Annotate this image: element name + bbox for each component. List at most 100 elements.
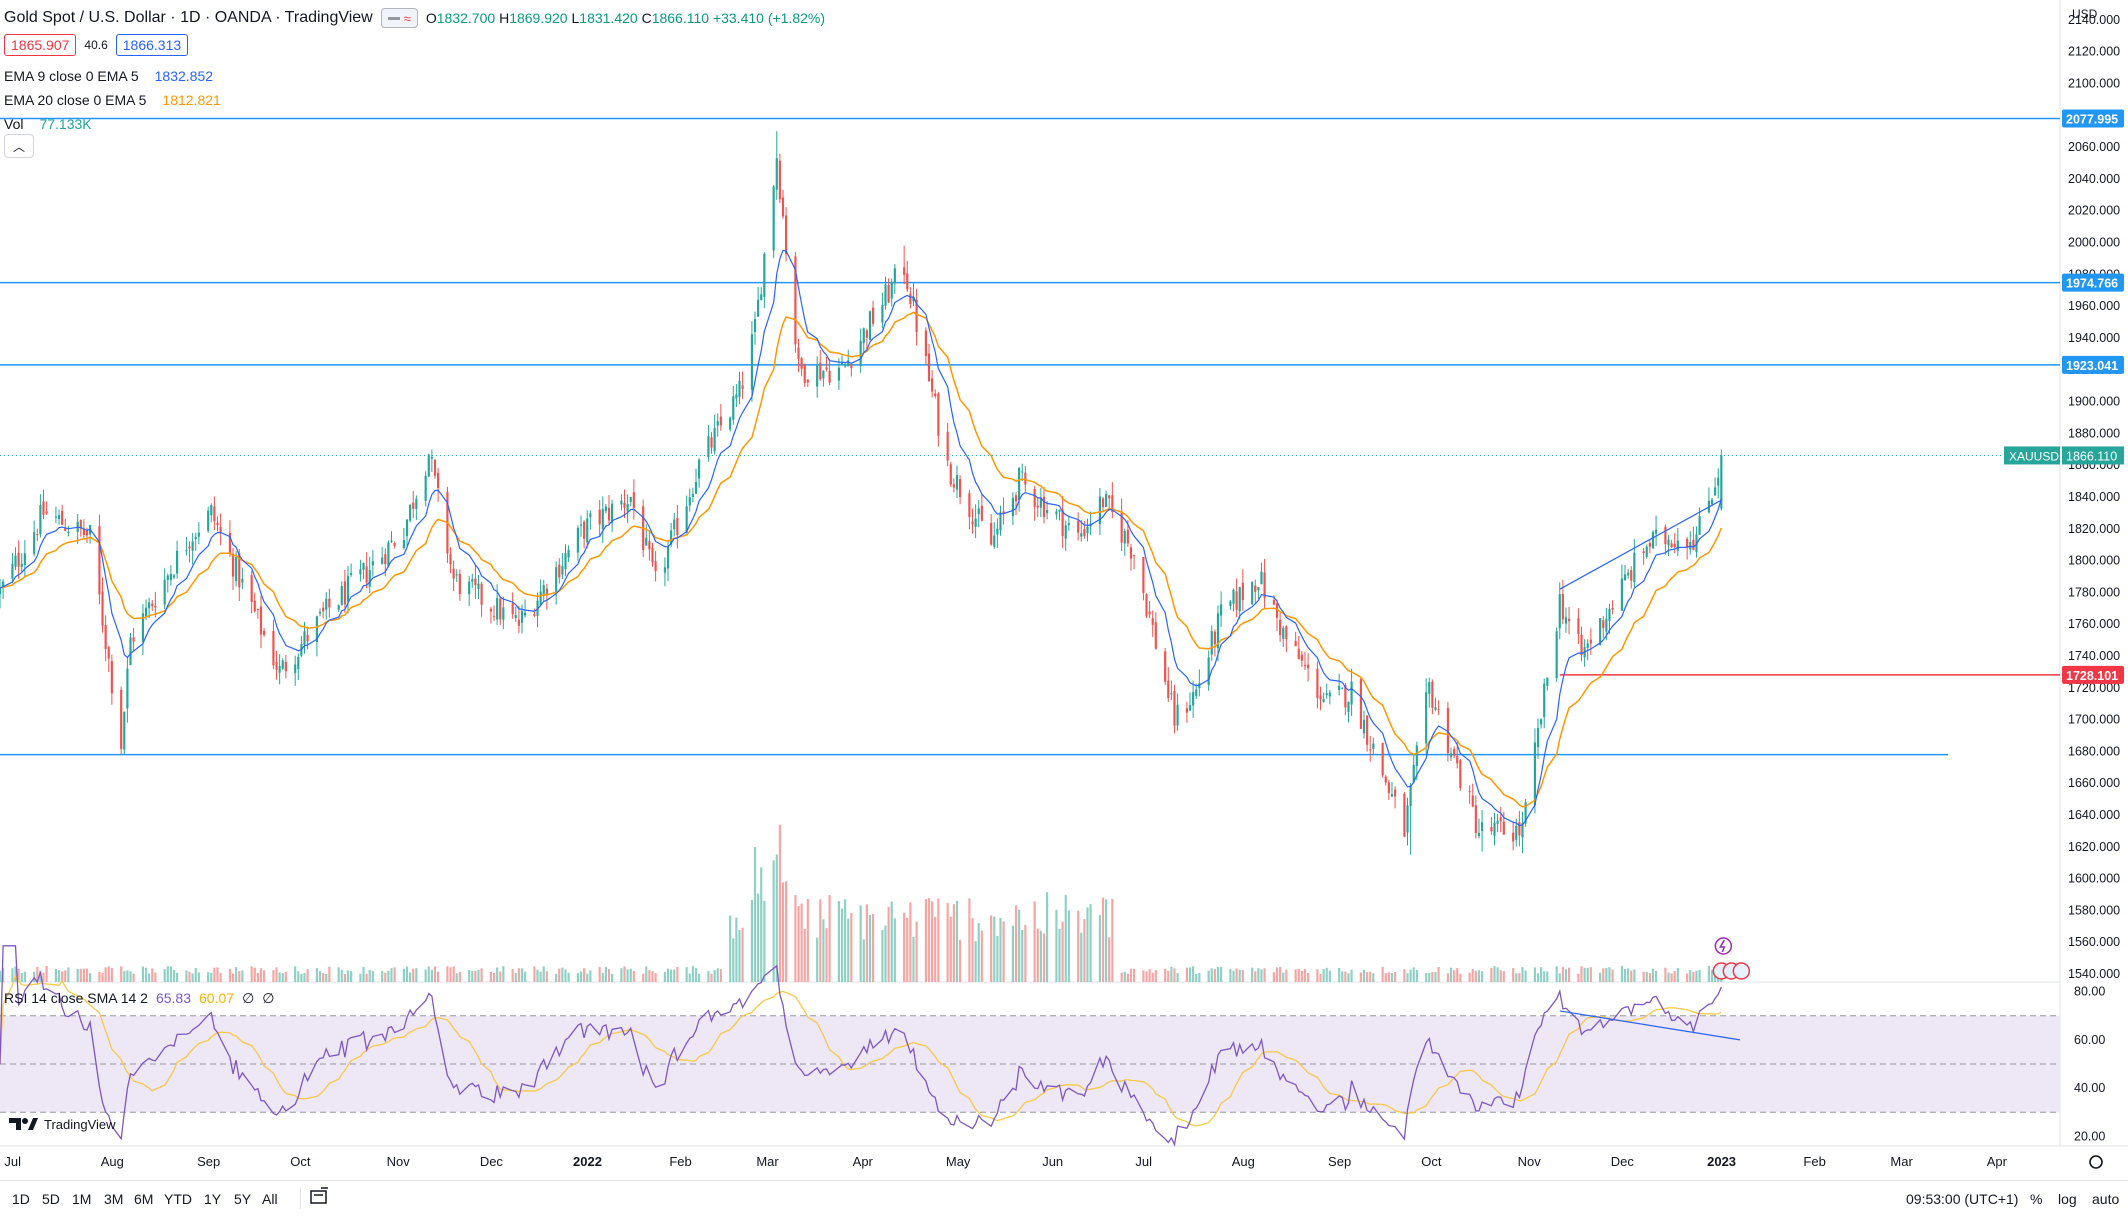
volume-bar <box>1645 971 1648 982</box>
volume-bar <box>346 970 350 982</box>
volume-bar <box>1164 968 1167 982</box>
volume-bar <box>977 923 980 982</box>
volume-bar <box>381 971 384 982</box>
volume-bar <box>968 898 971 982</box>
volume-bar <box>676 966 679 982</box>
ema9-legend[interactable]: EMA 9 close 0 EMA 5 1832.852 <box>4 68 213 84</box>
volume-bar <box>1490 967 1493 982</box>
volume-bar <box>1185 967 1188 982</box>
time-axis-label: Oct <box>290 1154 311 1169</box>
collapse-legend-button[interactable]: ︿ <box>4 134 34 158</box>
volume-bar <box>760 867 763 982</box>
timeframe-all[interactable]: All <box>262 1191 278 1207</box>
volume-bar <box>1251 967 1254 982</box>
candle-body <box>915 299 918 332</box>
tradingview-logo[interactable]: TradingView <box>8 1116 116 1132</box>
candle-body <box>213 506 216 522</box>
candle-body <box>1521 823 1524 838</box>
symbol-title[interactable]: Gold Spot / U.S. Dollar · 1D · OANDA · T… <box>4 9 373 26</box>
candle-body <box>1176 704 1179 726</box>
volume-bar <box>1126 973 1129 982</box>
candle-body <box>20 563 23 567</box>
candle-body <box>993 535 996 547</box>
candle-body <box>381 557 384 564</box>
timeframe-1y[interactable]: 1Y <box>204 1191 222 1207</box>
rsi-legend[interactable]: RSI 14 close SMA 14 2 65.83 60.07 ∅ ∅ <box>4 990 274 1007</box>
timeframe-5y[interactable]: 5Y <box>234 1191 252 1207</box>
candle-body <box>33 532 36 554</box>
volume-bar <box>430 969 433 982</box>
candle-body <box>1369 749 1372 751</box>
candle-body <box>1036 505 1039 508</box>
candle-body <box>207 510 210 531</box>
volume-bar <box>1431 972 1434 982</box>
volume-bar <box>166 966 169 982</box>
candle-body <box>1064 525 1067 539</box>
volume-bar <box>710 973 713 982</box>
volume-bar <box>474 970 477 982</box>
sell-price-button[interactable]: 1865.907 <box>4 34 77 56</box>
volume-bar <box>1387 972 1390 982</box>
volume-bar <box>259 968 263 982</box>
timeframe-ytd[interactable]: YTD <box>164 1191 192 1207</box>
candle-body <box>1275 603 1279 618</box>
visibility-toggle[interactable]: ≈ <box>380 8 418 28</box>
candle-body <box>1651 531 1655 549</box>
volume-bar <box>402 968 406 982</box>
ema20-legend[interactable]: EMA 20 close 0 EMA 5 1812.821 <box>4 92 221 108</box>
ema9-value: 1832.852 <box>154 68 214 84</box>
candle-body <box>844 363 847 367</box>
clock-timezone[interactable]: 09:53:00 (UTC+1) <box>1906 1191 2019 1207</box>
candle-body <box>698 459 701 479</box>
volume-bar <box>1021 929 1024 982</box>
candle-body <box>775 158 778 190</box>
volume-bar <box>698 973 701 982</box>
volume-bar <box>716 968 719 982</box>
candle-body <box>1676 540 1679 551</box>
candle-body <box>1279 620 1282 636</box>
volume-bar <box>707 971 710 982</box>
price-chart-svg[interactable]: USD2140.0002120.0002100.0002080.0002060.… <box>0 0 2128 1180</box>
candle-body <box>1428 682 1431 694</box>
candle-body <box>371 561 374 566</box>
timeframe-5d[interactable]: 5D <box>42 1191 60 1207</box>
low-value: 1831.420 <box>579 10 638 26</box>
volume-bar <box>729 915 732 982</box>
volume-bar <box>1338 967 1341 982</box>
volume-bar <box>1210 968 1213 982</box>
date-range-button[interactable] <box>300 1187 329 1209</box>
volume-bar <box>1167 970 1170 982</box>
timeframe-1m[interactable]: 1M <box>72 1191 92 1207</box>
candle-body <box>1406 805 1409 833</box>
volume-bar <box>1105 899 1108 982</box>
timeframe-6m[interactable]: 6M <box>134 1191 154 1207</box>
candle-body <box>946 431 949 461</box>
volume-bar <box>1664 967 1667 982</box>
candle-body <box>1536 727 1540 748</box>
volume-bar <box>1446 973 1449 982</box>
auto-toggle[interactable]: auto <box>2092 1191 2120 1207</box>
volume-bar <box>865 904 868 982</box>
volume-bar <box>412 968 415 982</box>
rsi-axis-tick: 60.00 <box>2074 1033 2105 1047</box>
volume-bar <box>61 971 64 982</box>
ema20-value: 1812.821 <box>162 92 221 108</box>
candle-body <box>297 657 300 669</box>
timeframe-3m[interactable]: 3M <box>104 1191 124 1207</box>
buy-price-button[interactable]: 1866.313 <box>115 34 189 56</box>
timeframe-1d[interactable]: 1D <box>12 1191 30 1207</box>
volume-bar <box>1670 973 1673 982</box>
candle-body <box>1667 539 1670 546</box>
log-toggle[interactable]: log <box>2058 1191 2077 1207</box>
candle-body <box>14 555 17 567</box>
candle-body <box>148 602 151 609</box>
volume-bar <box>719 969 722 982</box>
ohlc-values: O1832.700 H1869.920 L1831.420 C1866.110 … <box>425 10 826 26</box>
volume-bar <box>1241 970 1244 982</box>
volume-bar <box>952 904 955 982</box>
volume-legend[interactable]: Vol 77.133K <box>4 116 92 132</box>
percent-toggle[interactable]: % <box>2030 1191 2043 1207</box>
volume-bar <box>1689 969 1692 982</box>
candle-body <box>430 456 433 459</box>
